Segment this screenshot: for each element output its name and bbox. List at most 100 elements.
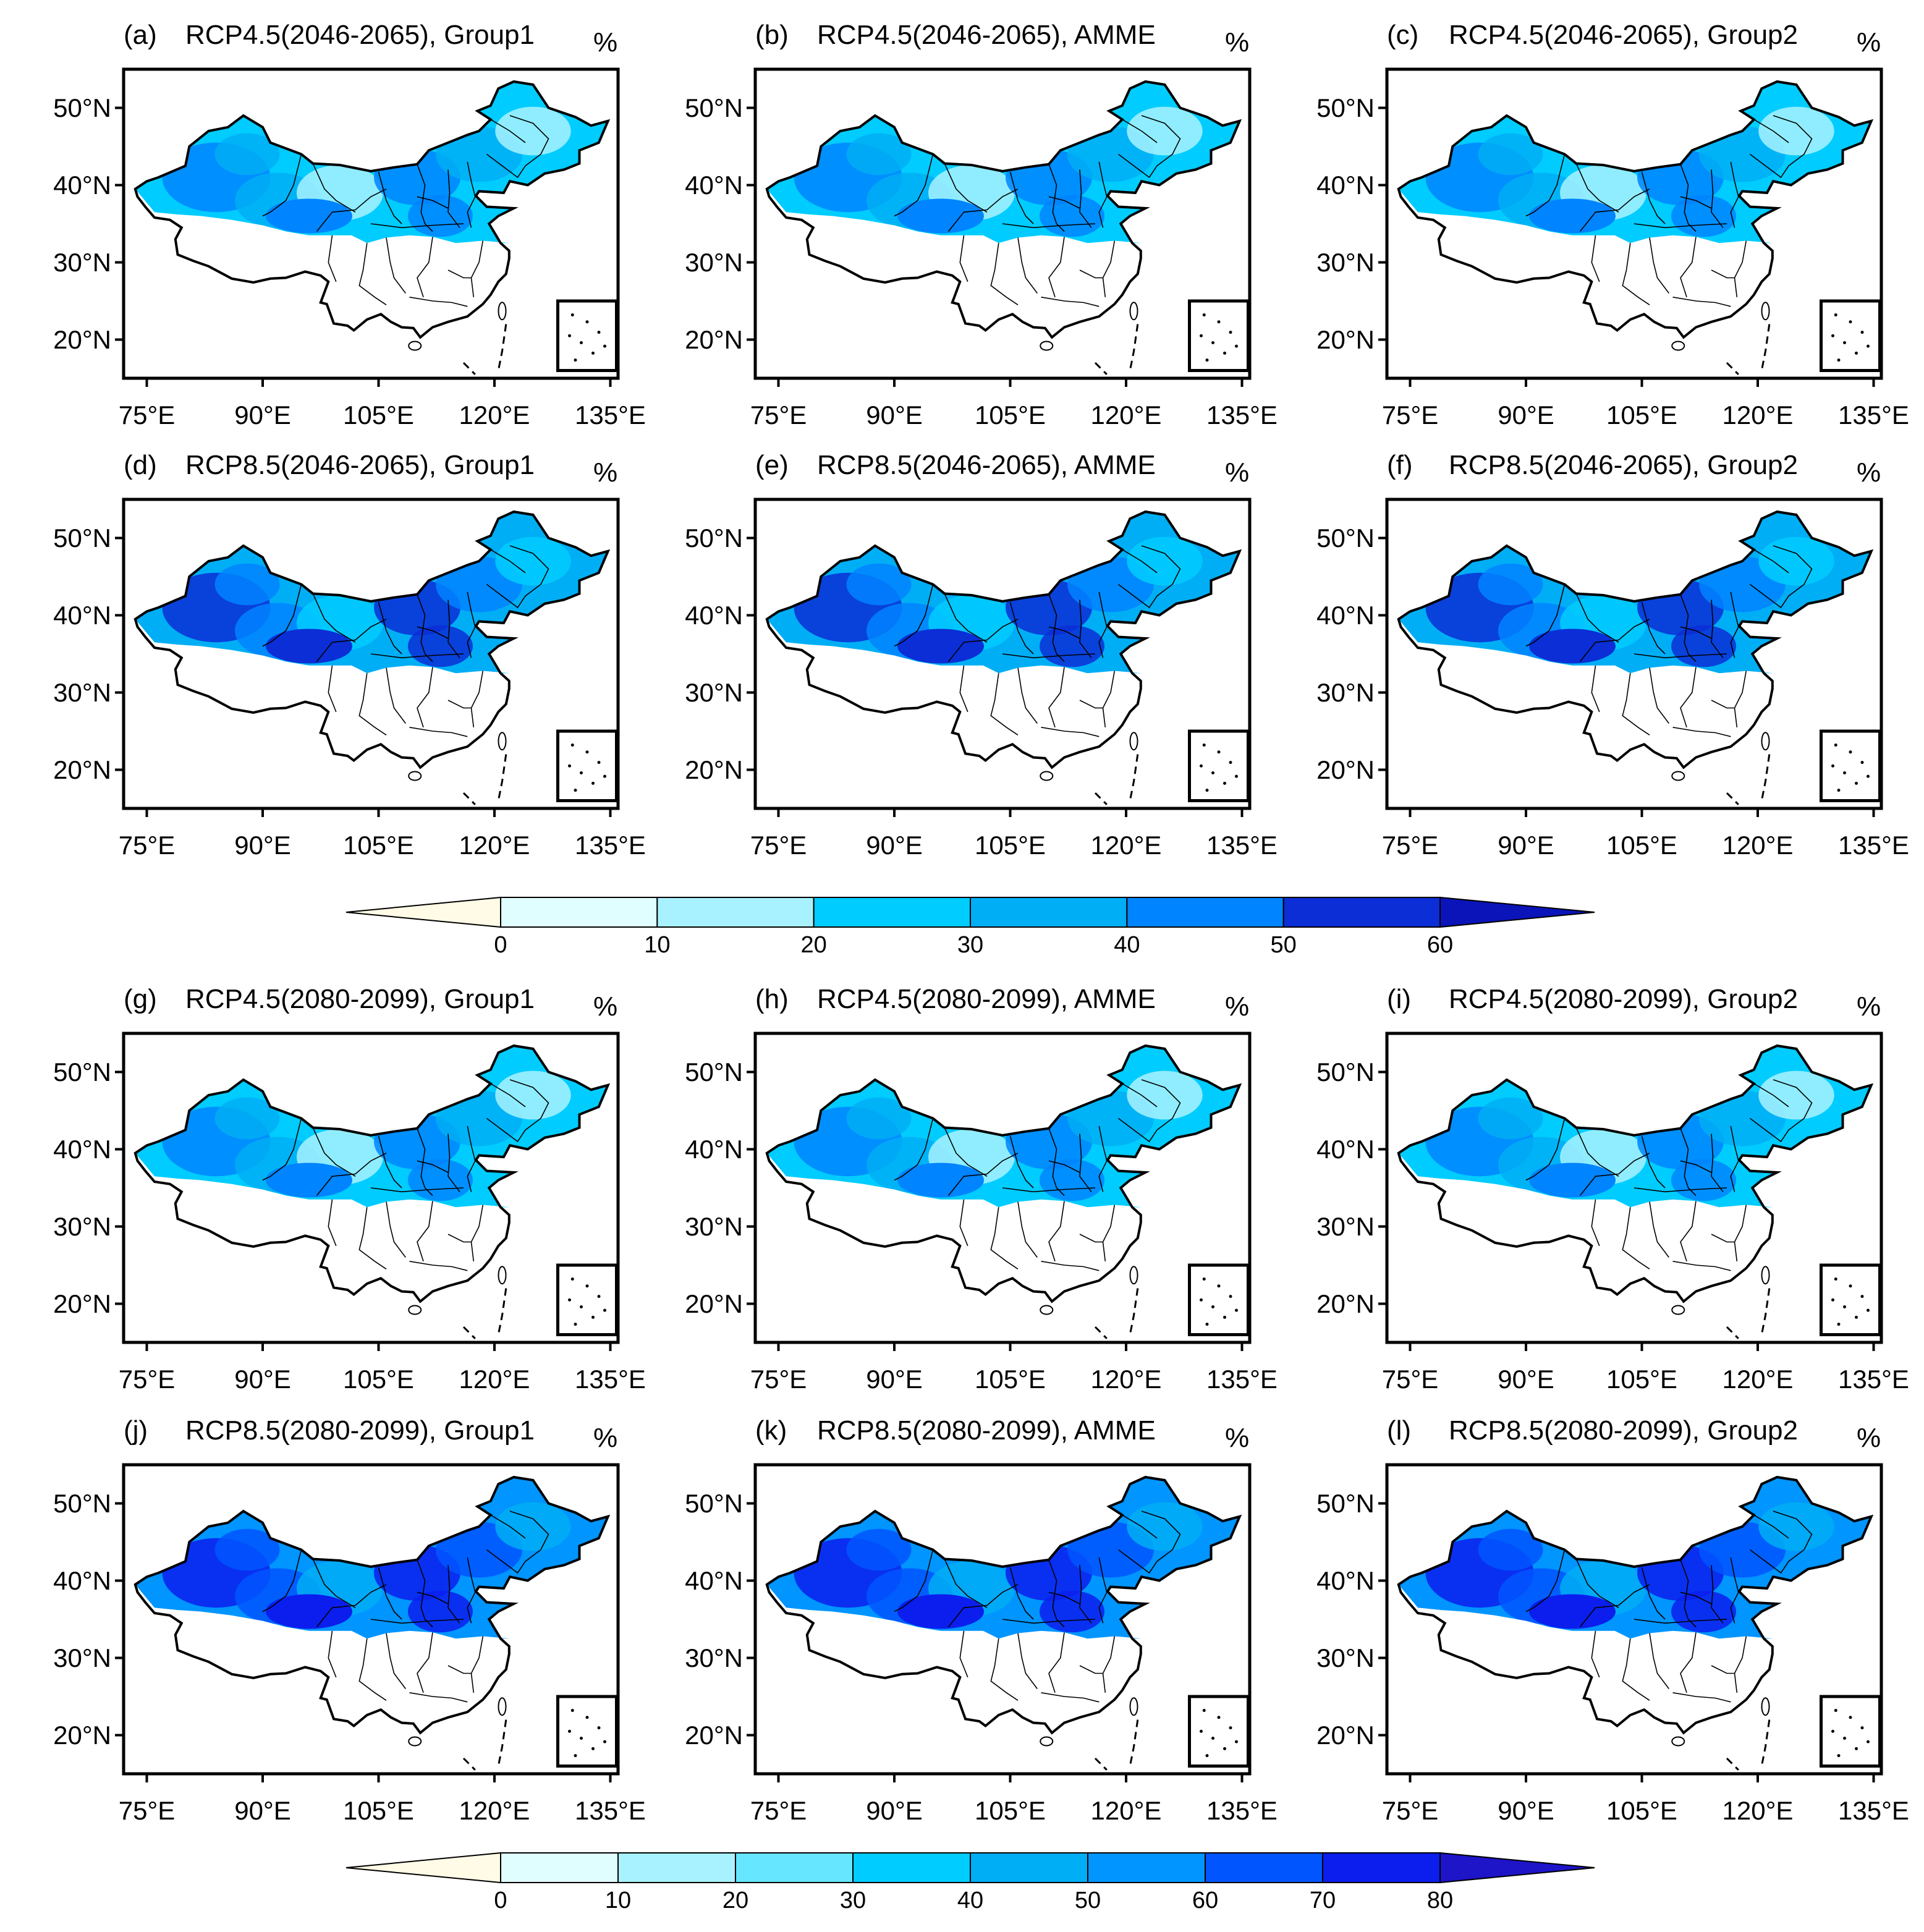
country-boundary xyxy=(1397,1044,1874,1303)
map-frame xyxy=(1385,498,1883,810)
colorbar-tick-label: 10 xyxy=(604,1888,632,1913)
island-dot xyxy=(1867,1308,1870,1312)
province-boundary xyxy=(312,1127,356,1177)
unit-label: % xyxy=(1857,1423,1881,1453)
contour-region xyxy=(1758,536,1834,586)
province-boundary xyxy=(947,189,1019,232)
lon-tick-label: 90°E xyxy=(1498,1796,1554,1825)
lat-tick-label: 40°N xyxy=(685,1134,743,1164)
province-boundary xyxy=(470,240,484,297)
lat-tick-label: 30°N xyxy=(1316,677,1375,707)
island-dot xyxy=(1831,1729,1834,1733)
china-map xyxy=(1378,67,1883,387)
lon-tick-label: 90°E xyxy=(1498,831,1554,860)
colorbar-bin xyxy=(500,1852,619,1883)
hainan-island xyxy=(1671,1305,1685,1315)
unit-label: % xyxy=(593,27,618,57)
panel-title: RCP4.5(2080-2099), Group2 xyxy=(1449,984,1798,1014)
taiwan-island xyxy=(1129,1266,1138,1285)
lon-tick-label: 120°E xyxy=(1090,1365,1162,1394)
island-dot xyxy=(597,1726,601,1730)
colorbar-tick-label: 40 xyxy=(957,1888,984,1913)
lon-tick-label: 90°E xyxy=(234,400,291,430)
province-boundary xyxy=(358,1207,387,1269)
contour-region xyxy=(1040,1159,1104,1201)
island-dot xyxy=(574,358,577,362)
province-boundary xyxy=(358,243,387,305)
lon-tick-label: 75°E xyxy=(750,1796,807,1825)
maritime-boundary xyxy=(1129,1719,1139,1766)
lat-tick-label: 30°N xyxy=(53,1211,111,1241)
lon-tick-label: 105°E xyxy=(1606,400,1677,430)
province-boundary xyxy=(990,1638,1019,1701)
maritime-boundary xyxy=(497,1288,507,1335)
unit-label: % xyxy=(1225,27,1250,57)
province-boundary xyxy=(409,727,468,737)
panel-title: RCP8.5(2080-2099), Group2 xyxy=(1449,1415,1798,1446)
lon-tick-label: 90°E xyxy=(234,1365,291,1394)
lon-tick-label: 120°E xyxy=(1722,1796,1794,1825)
panel-label: (b) xyxy=(755,20,789,50)
contour-region xyxy=(1040,625,1104,667)
lon-tick-label: 120°E xyxy=(459,1796,530,1825)
island-dot xyxy=(574,1754,577,1758)
china-map xyxy=(1378,1463,1883,1782)
lat-tick-label: 20°N xyxy=(685,1289,743,1318)
island-dot xyxy=(580,1305,583,1308)
panel-label: (j) xyxy=(124,1415,148,1446)
hainan-island xyxy=(408,1305,422,1315)
province-boundary xyxy=(486,545,549,609)
lat-tick-label: 30°N xyxy=(1316,1643,1375,1672)
colorbar-bin xyxy=(1322,1852,1441,1883)
province-boundary xyxy=(378,601,402,655)
panel-label: (g) xyxy=(124,984,157,1014)
province-boundary xyxy=(1079,1133,1092,1192)
colorbar-bin xyxy=(500,897,658,928)
contour-region xyxy=(897,1163,984,1198)
island-dot xyxy=(1831,764,1834,768)
colorbar-over-triangle xyxy=(1439,896,1595,928)
province-boundary xyxy=(316,619,387,663)
province-boundary xyxy=(894,1549,934,1612)
china-map xyxy=(747,498,1252,817)
lon-tick-label: 75°E xyxy=(118,831,176,860)
province-boundary xyxy=(1579,189,1650,232)
colorbar-tick-label: 0 xyxy=(494,932,507,958)
province-boundary xyxy=(370,1187,464,1193)
island-dot xyxy=(1843,1305,1846,1308)
panel-label: (d) xyxy=(124,450,157,480)
island-dot xyxy=(1860,1726,1864,1730)
taiwan-island xyxy=(498,1266,507,1285)
panel-label: (f) xyxy=(1387,450,1413,480)
lon-tick-label: 105°E xyxy=(975,1365,1046,1394)
maritime-boundary xyxy=(1726,1757,1739,1771)
province-boundary xyxy=(312,593,356,643)
island-dot xyxy=(597,331,601,334)
contour-region xyxy=(266,1594,352,1629)
province-boundary xyxy=(1680,1128,1697,1197)
province-boundary xyxy=(1641,171,1666,224)
island-dot xyxy=(1843,771,1846,774)
province-boundary xyxy=(1634,1619,1727,1624)
province-boundary xyxy=(1634,653,1727,659)
colorbar xyxy=(345,896,1595,928)
lon-tick-label: 105°E xyxy=(975,400,1046,430)
country-boundary xyxy=(765,1044,1242,1303)
province-boundary xyxy=(1579,1584,1650,1628)
colorbar-tick-label: 30 xyxy=(957,932,984,958)
province-boundary xyxy=(409,297,468,307)
island-dot xyxy=(1849,320,1852,324)
province-boundary xyxy=(1591,1630,1600,1678)
province-boundary xyxy=(386,667,406,724)
lat-tick-label: 30°N xyxy=(1316,1211,1375,1241)
province-boundary xyxy=(1649,237,1669,294)
province-boundary xyxy=(1048,1160,1080,1173)
panel-title: RCP4.5(2080-2099), AMME xyxy=(817,984,1156,1014)
province-boundary xyxy=(447,600,460,658)
contour-region xyxy=(1671,1590,1736,1633)
province-boundary xyxy=(1579,619,1650,663)
contour-region xyxy=(495,1502,571,1551)
province-boundary xyxy=(1048,1128,1065,1197)
province-boundary xyxy=(1048,594,1065,663)
island-dot xyxy=(585,1284,589,1288)
